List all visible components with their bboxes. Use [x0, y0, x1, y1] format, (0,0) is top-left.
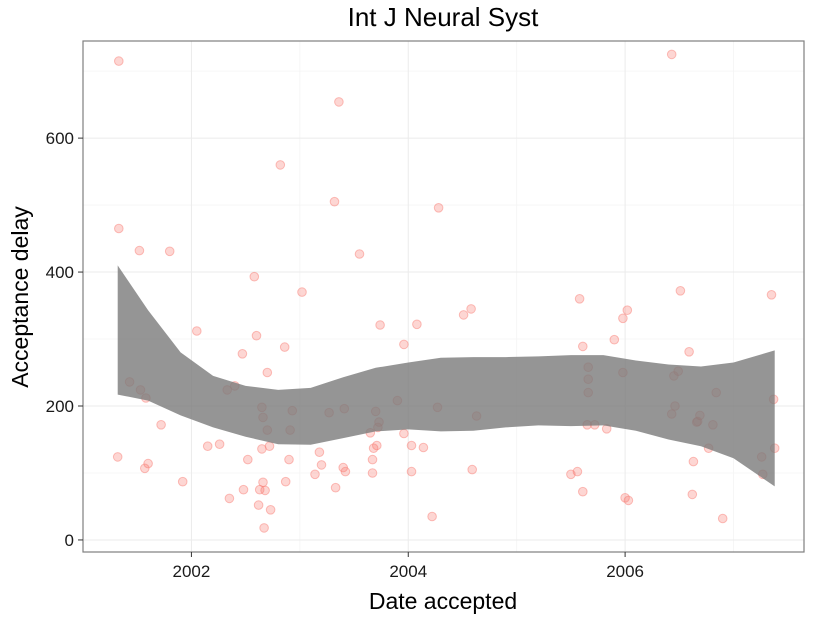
- data-point-27: [260, 485, 270, 496]
- y-tick-label-1: 200: [46, 397, 74, 416]
- data-point-69: [427, 511, 437, 522]
- data-point-11: [177, 476, 188, 487]
- data-point-58: [372, 440, 382, 451]
- data-point-44: [316, 460, 327, 470]
- data-point-21: [249, 271, 260, 282]
- data-point-26: [258, 477, 268, 488]
- data-point-56: [368, 443, 379, 454]
- data-point-101: [688, 456, 699, 467]
- data-point-74: [467, 464, 478, 475]
- data-point-43: [314, 447, 325, 458]
- data-point-73: [466, 304, 476, 314]
- data-point-87: [609, 334, 620, 345]
- y-axis: 0 200 400 600: [46, 129, 83, 550]
- smooth-band-layer: [117, 265, 775, 487]
- data-point-35: [275, 160, 286, 170]
- data-point-76: [566, 469, 576, 480]
- data-point-16: [224, 493, 235, 504]
- data-point-55: [367, 468, 378, 478]
- data-point-48: [334, 97, 344, 107]
- data-point-10: [164, 246, 175, 257]
- data-point-98: [675, 286, 686, 296]
- data-point-92: [623, 495, 634, 506]
- data-point-0: [114, 56, 124, 66]
- minor-grid: [83, 41, 804, 552]
- data-point-14: [214, 439, 225, 450]
- data-point-90: [620, 493, 630, 503]
- data-point-20: [243, 454, 253, 465]
- y-tick-label-2: 400: [46, 263, 74, 282]
- x-axis-title: Date accepted: [369, 588, 517, 614]
- data-point-36: [279, 342, 290, 352]
- data-point-24: [253, 500, 264, 510]
- data-point-8: [143, 458, 153, 469]
- data-point-13: [202, 441, 213, 452]
- data-point-34: [265, 505, 276, 515]
- data-point-23: [254, 484, 265, 495]
- data-point-80: [578, 486, 588, 497]
- confidence-band: [117, 265, 775, 487]
- y-tick-label-3: 600: [46, 129, 74, 148]
- data-point-19: [238, 484, 249, 495]
- plot-panel-border: [82, 40, 805, 553]
- data-point-63: [399, 339, 409, 350]
- data-point-68: [418, 442, 429, 453]
- data-point-64: [399, 428, 409, 439]
- data-point-54: [367, 454, 378, 465]
- data-point-38: [284, 454, 294, 465]
- data-point-66: [406, 466, 417, 477]
- data-point-47: [330, 482, 341, 493]
- x-tick-label-2: 2006: [606, 562, 644, 581]
- data-point-18: [237, 349, 248, 359]
- data-point-9: [156, 420, 166, 430]
- data-point-41: [297, 287, 307, 297]
- data-point-111: [766, 290, 777, 300]
- data-point-108: [717, 513, 728, 524]
- data-point-100: [687, 489, 698, 500]
- data-point-7: [140, 463, 150, 474]
- data-point-12: [192, 326, 202, 336]
- data-point-91: [622, 305, 633, 316]
- data-point-4: [134, 245, 145, 256]
- data-point-2: [112, 452, 123, 462]
- data-point-65: [406, 440, 417, 451]
- data-point-49: [338, 462, 349, 473]
- data-point-78: [574, 294, 585, 304]
- data-point-1: [114, 223, 124, 234]
- data-points: [112, 49, 780, 533]
- data-point-79: [578, 341, 588, 352]
- data-point-93: [666, 49, 677, 60]
- data-point-71: [433, 203, 444, 213]
- major-grid: [83, 41, 804, 552]
- x-axis: 2002 2004 2006: [173, 552, 644, 581]
- data-point-42: [310, 469, 320, 480]
- data-point-51: [340, 466, 351, 477]
- y-axis-title: Acceptance delay: [7, 206, 33, 388]
- data-point-61: [375, 320, 385, 330]
- chart-title: Int J Neural Syst: [348, 2, 540, 32]
- data-point-77: [572, 466, 583, 477]
- data-point-28: [257, 444, 267, 454]
- data-point-33: [264, 441, 275, 452]
- data-point-22: [251, 330, 262, 341]
- data-point-52: [354, 249, 365, 259]
- x-tick-label-1: 2004: [389, 562, 427, 581]
- data-point-37: [280, 476, 291, 487]
- data-point-46: [329, 196, 340, 207]
- data-point-30: [259, 523, 269, 533]
- data-point-99: [684, 347, 694, 357]
- data-point-67: [412, 319, 422, 330]
- x-tick-label-0: 2002: [173, 562, 211, 581]
- data-point-72: [458, 310, 469, 320]
- y-tick-label-0: 0: [65, 531, 74, 550]
- data-point-89: [618, 313, 628, 324]
- data-point-31: [262, 367, 273, 378]
